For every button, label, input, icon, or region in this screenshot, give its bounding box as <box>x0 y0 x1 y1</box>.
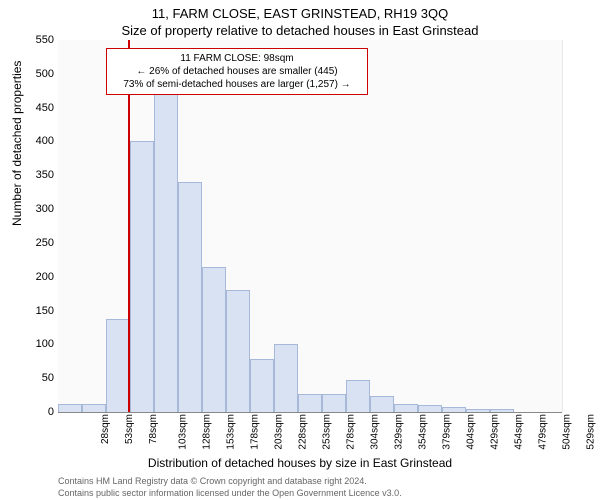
histogram-bars <box>58 40 562 412</box>
y-tick: 250 <box>14 237 54 249</box>
y-tick: 200 <box>14 271 54 283</box>
histogram-bar <box>58 404 82 412</box>
x-tick: 379sqm <box>442 414 453 450</box>
x-tick: 103sqm <box>178 414 189 450</box>
histogram-bar <box>106 319 130 412</box>
x-tick: 479sqm <box>538 414 549 450</box>
x-tick: 504sqm <box>562 414 573 450</box>
property-marker-line <box>128 40 130 412</box>
histogram-bar <box>202 267 226 412</box>
annotation-line2: ← 26% of detached houses are smaller (44… <box>113 65 361 78</box>
x-tick: 153sqm <box>226 414 237 450</box>
y-tick: 50 <box>14 372 54 384</box>
histogram-bar <box>274 344 298 412</box>
histogram-bar <box>370 396 394 412</box>
footer-attribution-2: Contains public sector information licen… <box>58 488 402 498</box>
histogram-bar <box>346 380 370 412</box>
histogram-bar <box>130 141 154 412</box>
x-tick: 128sqm <box>202 414 213 450</box>
x-tick: 203sqm <box>274 414 285 450</box>
x-tick: 454sqm <box>514 414 525 450</box>
gridline-vertical <box>562 40 563 412</box>
y-tick: 100 <box>14 338 54 350</box>
page-subtitle: Size of property relative to detached ho… <box>0 21 600 42</box>
annotation-line1: 11 FARM CLOSE: 98sqm <box>113 52 361 65</box>
chart-plot-area <box>58 40 562 412</box>
x-tick: 53sqm <box>124 414 135 444</box>
x-tick: 228sqm <box>298 414 309 450</box>
y-tick: 300 <box>14 203 54 215</box>
histogram-bar <box>322 394 346 412</box>
x-tick: 253sqm <box>322 414 333 450</box>
footer-attribution-1: Contains HM Land Registry data © Crown c… <box>58 476 367 486</box>
x-axis-baseline <box>58 412 562 413</box>
x-tick: 404sqm <box>466 414 477 450</box>
page-title: 11, FARM CLOSE, EAST GRINSTEAD, RH19 3QQ <box>0 0 600 21</box>
histogram-bar <box>178 182 202 412</box>
x-tick: 529sqm <box>586 414 597 450</box>
x-tick: 329sqm <box>394 414 405 450</box>
x-tick: 78sqm <box>148 414 159 444</box>
x-tick: 28sqm <box>100 414 111 444</box>
histogram-bar <box>82 404 106 412</box>
annotation-callout: 11 FARM CLOSE: 98sqm ← 26% of detached h… <box>106 48 368 95</box>
y-tick: 500 <box>14 68 54 80</box>
y-tick: 150 <box>14 305 54 317</box>
y-tick: 550 <box>14 34 54 46</box>
x-tick: 354sqm <box>418 414 429 450</box>
y-tick: 400 <box>14 135 54 147</box>
histogram-bar <box>250 359 274 412</box>
histogram-bar <box>154 86 178 412</box>
y-tick: 0 <box>14 406 54 418</box>
histogram-bar <box>394 404 418 412</box>
x-axis-label: Distribution of detached houses by size … <box>0 456 600 470</box>
histogram-bar <box>226 290 250 412</box>
x-tick: 178sqm <box>250 414 261 450</box>
histogram-bar <box>298 394 322 412</box>
x-tick: 429sqm <box>490 414 501 450</box>
annotation-line3: 73% of semi-detached houses are larger (… <box>113 78 361 91</box>
y-tick: 350 <box>14 169 54 181</box>
histogram-bar <box>418 405 442 412</box>
x-tick: 278sqm <box>346 414 357 450</box>
y-tick: 450 <box>14 102 54 114</box>
x-tick: 304sqm <box>370 414 381 450</box>
